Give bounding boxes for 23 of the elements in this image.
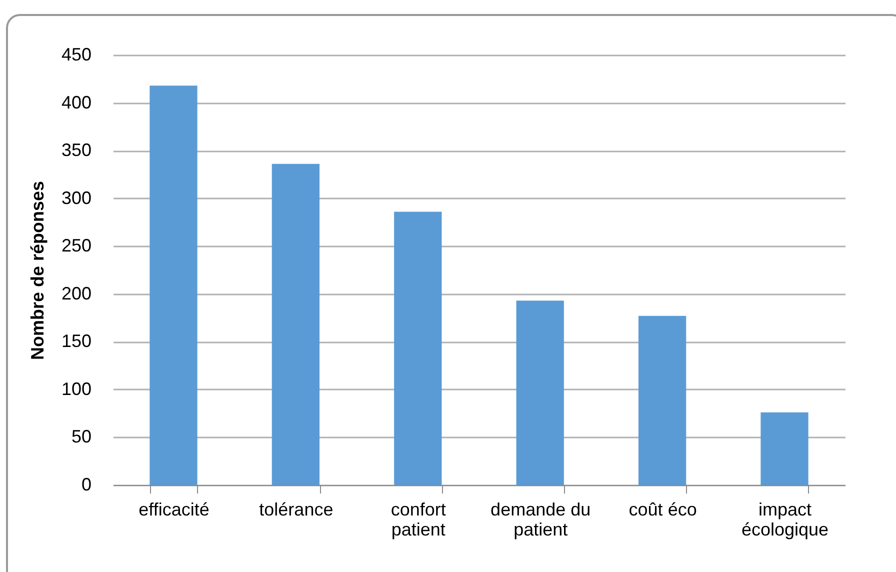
y-tick-label: 300 — [61, 188, 92, 208]
y-tick-label: 150 — [61, 331, 92, 352]
bar — [638, 316, 686, 485]
bar — [150, 86, 198, 485]
y-tick-label: 450 — [61, 44, 92, 64]
x-tick-label: impact écologique — [741, 500, 829, 540]
x-tick-label: confort patient — [390, 500, 446, 540]
bar — [272, 164, 320, 485]
x-tick-label: efficacité — [138, 500, 210, 520]
bar — [516, 300, 564, 485]
bar — [760, 412, 808, 485]
y-tick-label: 0 — [81, 474, 92, 494]
x-tick-label: coût éco — [628, 500, 697, 520]
y-tick-label: 200 — [61, 283, 92, 304]
y-axis-title: Nombre de réponses — [27, 180, 48, 360]
y-tick-label: 250 — [61, 236, 92, 256]
y-tick-label: 400 — [61, 92, 92, 112]
y-tick-label: 350 — [61, 140, 92, 160]
x-tick-label: tolérance — [259, 500, 334, 520]
x-tick-label: demande du patient — [490, 500, 591, 540]
bar — [394, 212, 442, 485]
y-tick-label: 50 — [71, 426, 92, 447]
y-tick-label: 100 — [61, 378, 92, 399]
